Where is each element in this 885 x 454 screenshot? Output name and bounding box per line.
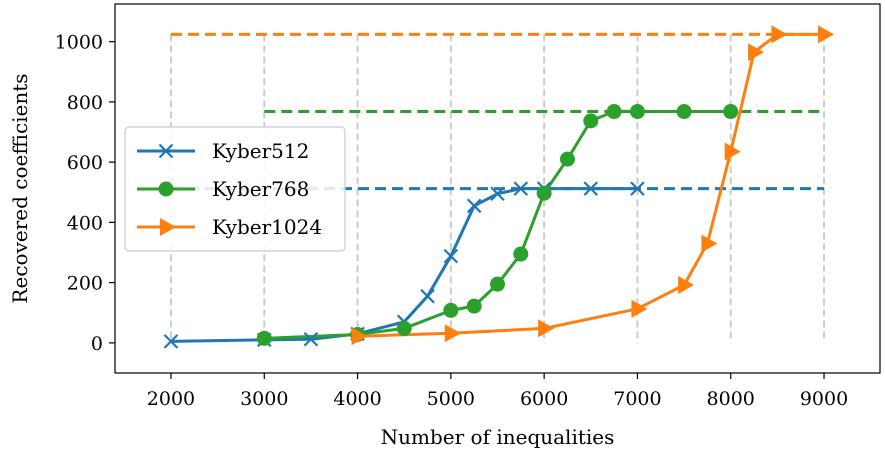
x-tick-label-5000: 5000	[427, 388, 475, 410]
data-point-kyber512-0	[163, 334, 179, 349]
series-markers	[163, 25, 835, 349]
y-tick-label-1000: 1000	[55, 32, 103, 54]
data-point-kyber1024-8	[771, 25, 788, 44]
x-axis-label: Number of inequalities	[381, 425, 615, 449]
legend-box	[124, 126, 346, 252]
data-point-kyber768-2	[396, 320, 412, 336]
x-tick-label-8000: 8000	[707, 388, 755, 410]
legend-marker-kyber768	[158, 181, 174, 197]
data-point-kyber768-12	[676, 104, 692, 120]
legend-label-kyber1024: Kyber1024	[212, 215, 322, 239]
data-point-kyber512-12	[630, 181, 645, 196]
data-point-kyber768-0	[256, 330, 272, 346]
legend-label-kyber768: Kyber768	[212, 177, 309, 201]
data-point-kyber512-5	[420, 288, 435, 304]
x-tick-label-6000: 6000	[520, 388, 568, 410]
data-point-kyber768-9	[583, 113, 599, 129]
data-point-kyber768-7	[536, 185, 552, 201]
legend: Kyber512 Kyber768 Kyber1024	[124, 126, 346, 252]
data-point-kyber512-7	[466, 198, 482, 214]
y-tick-label-600: 600	[67, 152, 103, 174]
data-point-kyber512-9	[513, 181, 529, 196]
data-point-kyber768-3	[443, 302, 459, 318]
y-tick-label-200: 200	[67, 273, 103, 295]
data-point-kyber768-11	[629, 104, 645, 120]
x-tick-label-4000: 4000	[333, 388, 381, 410]
data-point-kyber1024-4	[678, 276, 695, 295]
data-point-kyber512-6	[443, 248, 459, 264]
y-tick-label-800: 800	[67, 92, 103, 114]
legend-label-kyber512: Kyber512	[212, 139, 309, 163]
data-point-kyber1024-2	[538, 319, 555, 338]
x-tick-label-9000: 9000	[800, 388, 848, 410]
y-axis-label: Recovered coefficients	[8, 73, 32, 303]
data-point-kyber512-2	[303, 331, 319, 347]
y-tick-label-0: 0	[91, 333, 103, 355]
plot-frame	[114, 3, 881, 374]
data-point-kyber768-10	[606, 104, 622, 120]
x-axis-ticks: 2000 3000 4000 5000 6000 7000 8000 9000	[147, 373, 848, 410]
x-tick-label-7000: 7000	[613, 388, 661, 410]
data-point-kyber768-8	[559, 151, 575, 167]
y-tick-label-400: 400	[67, 212, 103, 234]
legend-marker-kyber1024	[160, 218, 176, 236]
data-point-kyber768-6	[513, 246, 529, 262]
x-tick-label-3000: 3000	[240, 388, 288, 410]
data-point-kyber768-5	[490, 276, 505, 292]
data-point-kyber512-8	[490, 186, 505, 202]
data-point-kyber1024-5	[701, 234, 718, 253]
data-point-kyber1024-7	[748, 43, 765, 62]
data-point-kyber1024-6	[724, 142, 741, 161]
data-point-kyber768-13	[723, 104, 739, 120]
y-axis-ticks: 0 200 400 600 800 1000	[55, 32, 115, 355]
data-point-kyber1024-3	[631, 299, 648, 318]
legend-marker-kyber512	[158, 143, 174, 159]
series-line-kyber1024	[357, 32, 825, 338]
data-point-kyber1024-0	[351, 327, 368, 346]
data-point-kyber1024-1	[444, 324, 461, 343]
data-point-kyber512-11	[583, 181, 599, 196]
data-point-kyber768-4	[466, 298, 482, 314]
data-point-kyber1024-9	[818, 25, 835, 44]
x-tick-label-2000: 2000	[147, 388, 195, 410]
